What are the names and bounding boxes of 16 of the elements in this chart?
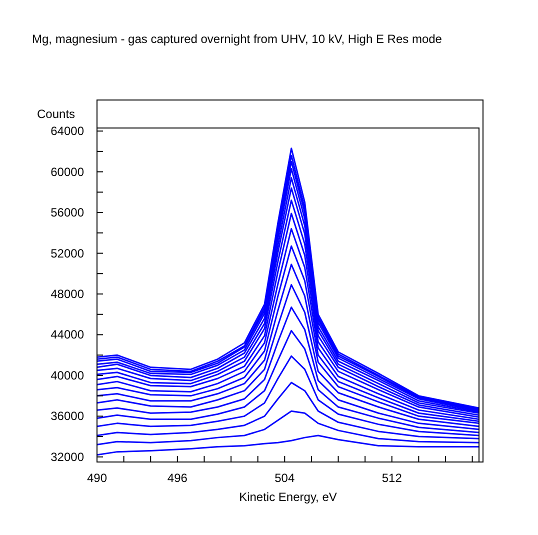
chart-title: Mg, magnesium - gas captured overnight from UHV, 10 kV, High E Res mode <box>32 32 442 46</box>
y-tick-label: 52000 <box>50 246 84 260</box>
y-axis-title: Counts <box>37 107 76 121</box>
y-tick-label: 44000 <box>50 328 84 342</box>
y-tick-label: 48000 <box>50 286 84 301</box>
y-tick-label: 40000 <box>50 368 84 382</box>
x-tick-label: 512 <box>382 471 402 485</box>
y-tick-label: 64000 <box>50 124 84 138</box>
y-tick-label: 60000 <box>50 164 84 179</box>
y-tick-label: 32000 <box>50 450 84 464</box>
y-tick-label: 36000 <box>50 409 84 424</box>
x-axis-title: Kinetic Energy, eV <box>239 490 337 504</box>
y-tick-label: 56000 <box>50 206 84 220</box>
x-tick-label: 490 <box>86 471 108 485</box>
x-tick-label: 496 <box>167 471 188 485</box>
x-tick-label: 504 <box>274 471 295 485</box>
